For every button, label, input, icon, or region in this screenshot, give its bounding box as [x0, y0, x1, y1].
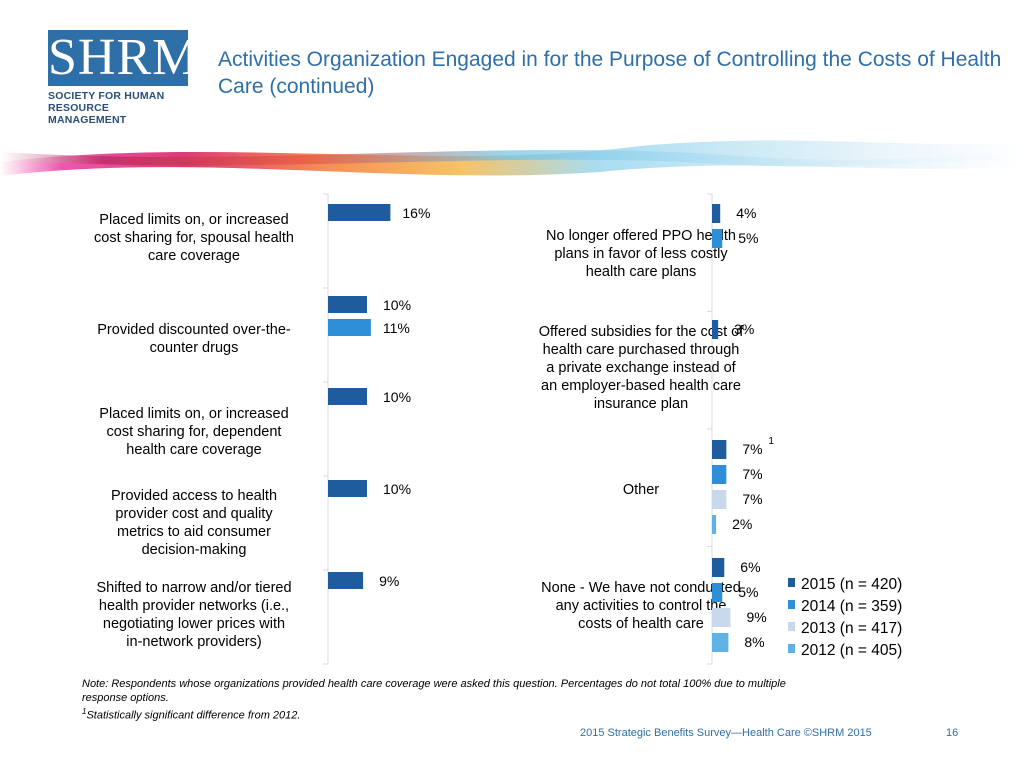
logo-wordmark: SHRM: [48, 29, 200, 86]
legend-label: 2015 (n = 420): [801, 576, 902, 593]
footnote-annotation: 1: [768, 436, 774, 447]
category-label: costs of health care: [578, 616, 704, 632]
shrm-logo: SHRM SOCIETY FOR HUMAN RESOURCE MANAGEME…: [48, 29, 200, 126]
bar: [712, 440, 727, 459]
legend-label: 2014 (n = 359): [801, 598, 902, 615]
bar: [712, 608, 731, 627]
category-label: Placed limits on, or increased: [99, 212, 288, 228]
slide-title: Activities Organization Engaged in for t…: [218, 48, 1002, 98]
category-label: a private exchange instead of: [546, 360, 736, 376]
category-label: Offered subsidies for the cost of: [539, 324, 744, 340]
bar: [712, 558, 725, 577]
category-label: cost sharing for, spousal health: [94, 230, 294, 246]
bar: [328, 388, 367, 405]
legend-label: 2013 (n = 417): [801, 620, 902, 637]
data-label: 5%: [738, 230, 758, 246]
logo-tagline: SOCIETY FOR HUMAN RESOURCE MANAGEMENT: [48, 90, 190, 126]
bar: [328, 296, 367, 313]
note-line-1: Note: Respondents whose organizations pr…: [82, 678, 786, 690]
bar: [712, 515, 717, 534]
category-label: plans in favor of less costly: [554, 246, 728, 262]
note-line-3: 1Statistically significant difference fr…: [82, 705, 922, 723]
bar: [328, 204, 391, 221]
bar: [712, 490, 727, 509]
bar: [712, 465, 727, 484]
category-label: health care coverage: [126, 442, 261, 458]
bar: [328, 319, 371, 336]
category-label: in-network providers): [126, 634, 261, 650]
category-label: No longer offered PPO health: [546, 228, 736, 244]
logo-tagline-line2: RESOURCE MANAGEMENT: [48, 102, 127, 126]
category-label: health care plans: [586, 264, 696, 280]
category-label: Provided discounted over-the-: [97, 322, 291, 338]
data-label: 7%: [742, 441, 762, 457]
category-label: counter drugs: [150, 340, 239, 356]
legend-swatch: [788, 600, 795, 609]
data-label: 7%: [742, 466, 762, 482]
note: Note: Respondents whose organizations pr…: [82, 677, 922, 723]
note-line-2: response options.: [82, 692, 169, 704]
data-label: 16%: [402, 205, 430, 221]
category-label: insurance plan: [594, 396, 688, 412]
bar: [712, 320, 719, 339]
category-label: provider cost and quality: [115, 506, 273, 522]
category-label: any activities to control the: [556, 598, 727, 614]
footnote-text: Statistically significant difference fro…: [86, 709, 301, 722]
data-label: 8%: [744, 634, 764, 650]
decorative-banner: [0, 140, 1024, 176]
logo-tagline-line1: SOCIETY FOR HUMAN: [48, 90, 165, 102]
category-label: an employer-based health care: [541, 378, 741, 394]
bar: [712, 583, 723, 602]
category-label: None - We have not conducted: [541, 580, 741, 596]
category-label: Placed limits on, or increased: [99, 406, 288, 422]
logo-registered-mark: ®: [178, 32, 186, 43]
category-label: negotiating lower prices with: [103, 616, 285, 632]
legend-swatch: [788, 578, 795, 587]
category-label: Other: [623, 482, 659, 498]
data-label: 5%: [738, 584, 758, 600]
data-label: 11%: [383, 320, 410, 336]
bar: [712, 633, 729, 652]
data-label: 9%: [746, 609, 766, 625]
footer-text: 2015 Strategic Benefits Survey—Health Ca…: [580, 727, 872, 739]
page-number: 16: [946, 727, 959, 739]
data-label: 10%: [383, 297, 411, 313]
legend-label: 2012 (n = 405): [801, 642, 902, 659]
category-label: Shifted to narrow and/or tiered: [96, 580, 291, 596]
legend-swatch: [788, 622, 795, 631]
data-label: 3%: [734, 321, 754, 337]
data-label: 10%: [383, 389, 411, 405]
footnote-mark: 1: [82, 707, 87, 716]
data-label: 4%: [736, 205, 756, 221]
category-label: decision-making: [142, 542, 247, 558]
category-label: Provided access to health: [111, 488, 277, 504]
bar: [328, 480, 367, 497]
data-label: 6%: [740, 559, 760, 575]
data-label: 9%: [379, 573, 399, 589]
category-label: health care purchased through: [543, 342, 740, 358]
data-label: 10%: [383, 481, 411, 497]
bar: [712, 204, 721, 223]
data-label: 7%: [742, 491, 762, 507]
category-label: cost sharing for, dependent: [107, 424, 282, 440]
data-label: 2%: [732, 516, 752, 532]
bar: [712, 229, 723, 248]
category-label: metrics to aid consumer: [117, 524, 271, 540]
bar: [328, 572, 364, 589]
category-label: care coverage: [148, 248, 240, 264]
category-label: health provider networks (i.e.,: [99, 598, 289, 614]
legend-swatch: [788, 644, 795, 653]
